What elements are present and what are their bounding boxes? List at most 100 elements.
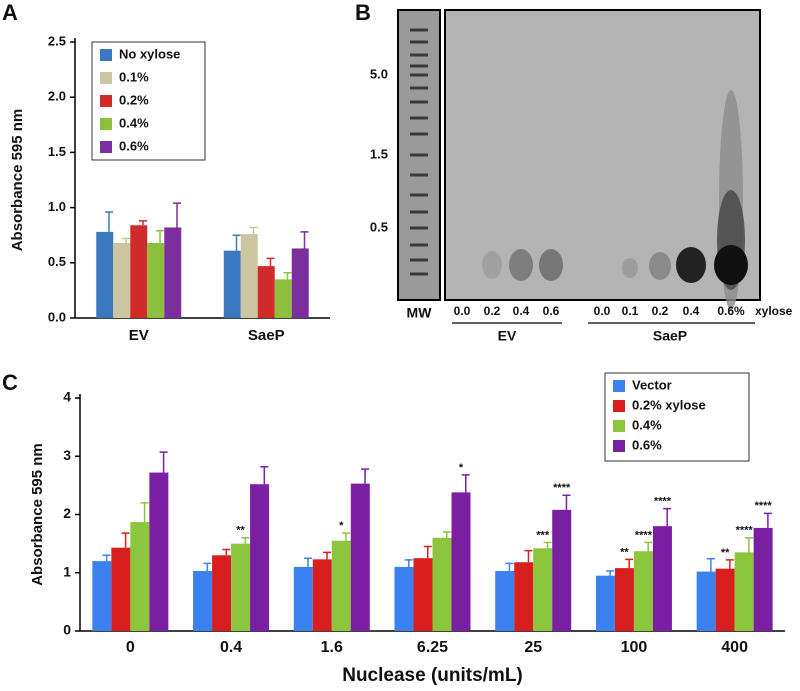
significance-label: **** [553,482,571,494]
error-bar [423,545,432,559]
significance-label: **** [654,496,672,508]
y-tick-label: 0.0 [48,309,66,324]
error-bar [260,465,269,485]
y-tick-label: 0.5 [48,254,66,269]
x-tick-label: 6.25 [417,639,448,656]
bar [432,537,452,631]
y-tick-label: 2.0 [48,89,66,104]
error-bar [763,512,772,528]
bar [312,559,332,631]
error-bar [241,537,250,544]
x-axis-label: Nuclease (units/mL) [342,665,523,686]
legend-swatch [613,440,625,452]
ladder-label: 0.5 [370,219,388,234]
lane-label: 0.4 [513,304,530,318]
bar [291,248,309,318]
legend-box [604,372,750,462]
error-bar [404,559,413,567]
error-bar [323,551,332,560]
bar [250,484,270,631]
legend-swatch [613,380,625,392]
ladder-bands [410,28,428,276]
significance-label: **** [736,525,754,537]
significance-label: * [339,520,344,532]
bar [223,250,241,318]
legend-label: 0.2% xylose [632,397,706,412]
bar [753,527,773,631]
error-bar [203,562,212,572]
ladder-name: MW [407,305,433,321]
legend-swatch [100,72,112,84]
bar [293,566,313,631]
bar [696,571,716,631]
legend-label: 0.4% [119,115,149,130]
bar [257,266,275,318]
bar [164,227,182,318]
legend-label: No xylose [119,46,180,61]
error-bar [304,557,313,567]
bar [495,571,515,631]
bar [552,509,572,631]
lane-label: 0.0 [594,304,611,318]
lane-label: 0.0 [454,304,471,318]
y-tick-label: 4 [63,389,71,405]
error-bar [102,554,111,562]
ladder-label: 5.0 [370,66,388,81]
bar [451,492,471,631]
y-tick-label: 3 [63,447,71,463]
group-label: SaeP [653,328,687,344]
bar [514,562,534,631]
bar [193,571,213,631]
y-axis-label: Absorbance 595 nm [29,443,46,586]
x-tick-label: 25 [524,639,542,656]
error-bar [644,541,653,552]
legend-swatch [100,141,112,153]
legend-swatch [613,400,625,412]
error-bar [232,234,241,251]
error-bar [461,474,470,493]
error-bar [606,570,615,576]
y-tick-label: 1.5 [48,144,66,159]
bar [130,225,148,318]
error-bar [156,230,164,243]
error-bar [300,231,309,249]
error-bar [524,549,533,563]
bar [149,472,169,631]
error-bar [139,220,147,226]
lane-unit: xylose [755,304,793,318]
bar [111,547,131,631]
legend-label: 0.6% [632,437,662,452]
error-bar [663,507,672,527]
error-bar [342,532,351,541]
error-bar [361,468,370,484]
error-bar [442,531,451,538]
x-tick-label: SaeP [248,327,285,344]
error-bar [105,211,113,232]
legend-label: Vector [632,377,672,392]
panel-letter: B [355,0,371,25]
significance-label: * [459,462,464,474]
x-tick-label: 400 [721,639,748,656]
y-tick-label: 1.0 [48,199,66,214]
bar [652,526,672,631]
bar [394,566,414,631]
bar [92,561,112,631]
gel-panel: B 5.0 1.5 0.5 MW 0.0 0.2 0.4 0.6 [355,0,793,344]
error-bar [543,541,552,549]
bar [212,555,232,631]
lane-label: 0.1 [622,304,639,318]
bar [413,558,433,631]
bar [614,568,634,631]
significance-label: ** [620,546,629,558]
bar [734,552,754,631]
legend-swatch [613,420,625,432]
x-tick-label: 0 [126,639,135,656]
error-bar [122,237,130,243]
significance-label: ** [721,547,730,559]
bar [595,575,615,631]
error-bar [505,562,514,572]
error-bar [283,271,292,280]
error-bar [140,502,149,523]
significance-label: **** [755,500,773,512]
